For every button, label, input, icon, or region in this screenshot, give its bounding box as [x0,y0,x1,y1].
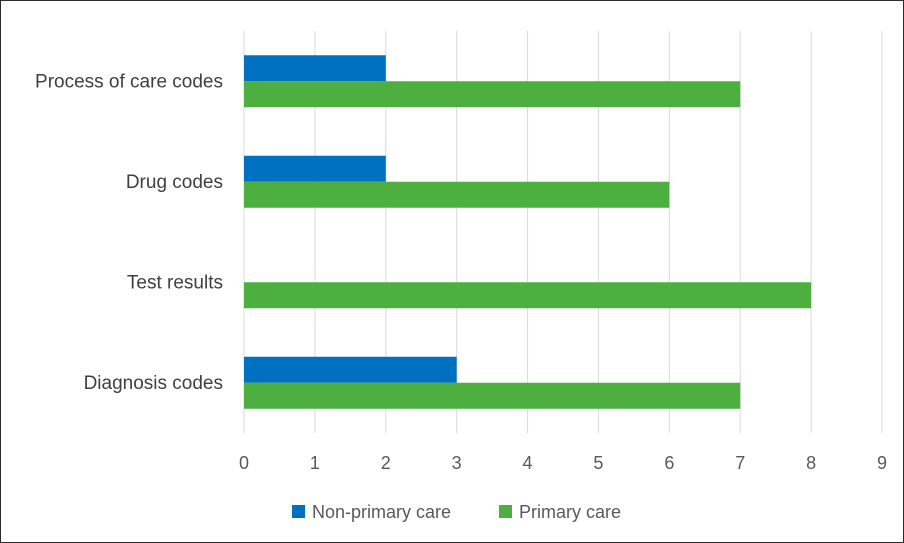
x-tick-label: 2 [381,453,391,473]
category-label: Drug codes [126,172,223,193]
legend-label: Non-primary care [312,502,451,522]
legend-swatch [292,505,305,518]
x-tick-label: 1 [310,453,320,473]
category-label: Process of care codes [35,71,223,92]
x-axis-tick-labels: 0 1 2 3 4 5 6 7 8 9 [239,453,887,473]
category-label: Diagnosis codes [84,373,223,394]
legend: Non-primary care Primary care [292,502,621,522]
bar-primary-care [244,81,741,108]
x-tick-label: 7 [735,453,745,473]
bar-non-primary-care [244,356,457,383]
bar-non-primary-care [244,155,386,182]
legend-swatch [499,505,512,518]
bar-primary-care [244,282,812,309]
bar-non-primary-care [244,55,386,82]
x-tick-label: 9 [877,453,887,473]
legend-label: Primary care [519,502,621,522]
x-tick-label: 5 [593,453,603,473]
x-tick-label: 4 [523,453,533,473]
x-tick-label: 3 [452,453,462,473]
category-labels: Process of care codes Drug codes Test resu… [35,71,223,394]
bar-primary-care [244,181,670,208]
x-tick-label: 6 [664,453,674,473]
x-tick-label: 0 [239,453,249,473]
bars [244,55,812,409]
bar-primary-care [244,382,741,409]
x-tick-label: 8 [806,453,816,473]
category-label: Test results [127,272,223,293]
